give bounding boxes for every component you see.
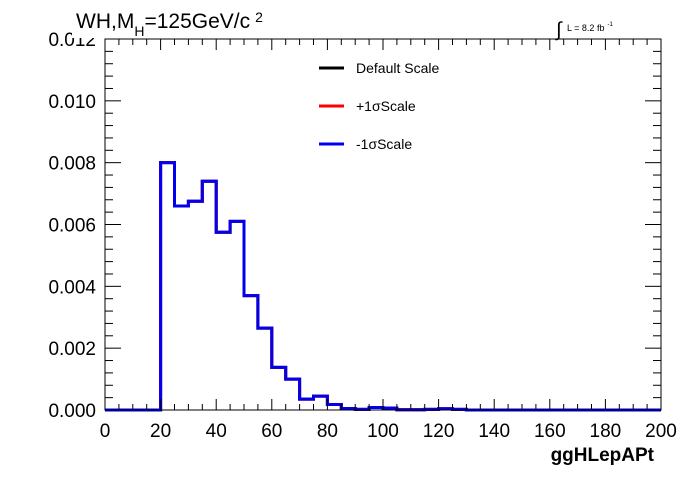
y-tick-label: 0.002 <box>48 339 96 360</box>
title-superscript: 2 <box>255 9 263 25</box>
y-tick-label: 0.010 <box>48 92 96 113</box>
title-subscript: H <box>134 23 144 39</box>
luminosity-text: L = 8.2 fb <box>567 23 604 33</box>
y-tick-label: 0.006 <box>48 216 96 237</box>
y-tick-label: 0.000 <box>48 401 96 422</box>
x-axis-title: ggHLepAPt <box>551 445 655 466</box>
luminosity-label: ∫ L = 8.2 fb -1 <box>555 19 613 41</box>
title-background <box>72 4 292 38</box>
x-tick-labels: 0 20 40 60 80 100 120 140 160 180 200 <box>100 421 677 442</box>
x-tick-label: 40 <box>206 421 227 442</box>
x-tick-label: 80 <box>317 421 338 442</box>
legend: Default Scale +1σScale -1σScale <box>319 60 439 152</box>
x-tick-label: 180 <box>590 421 622 442</box>
legend-label: -1σScale <box>356 136 412 152</box>
chart-title: WH,MH=125GeV/c 2 <box>72 4 292 39</box>
luminosity-superscript: -1 <box>607 22 613 28</box>
y-tick-label: 0.004 <box>48 277 96 298</box>
legend-label: Default Scale <box>356 60 439 76</box>
integral-symbol: ∫ <box>555 19 563 41</box>
svg-text:L = 8.2 fb-1: L = 8.2 fb -1 <box>567 22 613 33</box>
x-tick-label: 140 <box>478 421 510 442</box>
title-main: WH,M <box>76 10 134 33</box>
x-tick-label: 60 <box>261 421 282 442</box>
legend-label: +1σScale <box>356 98 416 114</box>
x-tick-label: 20 <box>150 421 171 442</box>
x-tick-label: 160 <box>534 421 566 442</box>
x-tick-label: 0 <box>100 421 111 442</box>
x-tick-label: 120 <box>423 421 455 442</box>
x-tick-label: 100 <box>367 421 399 442</box>
y-tick-label: 0.008 <box>48 154 96 175</box>
svg-text:WH,MH=125GeV/c2: WH,MH=125GeV/c 2 <box>76 9 263 39</box>
x-tick-label: 200 <box>645 421 677 442</box>
title-tail: =125GeV/c <box>144 10 250 33</box>
axis-ticks <box>104 38 662 411</box>
